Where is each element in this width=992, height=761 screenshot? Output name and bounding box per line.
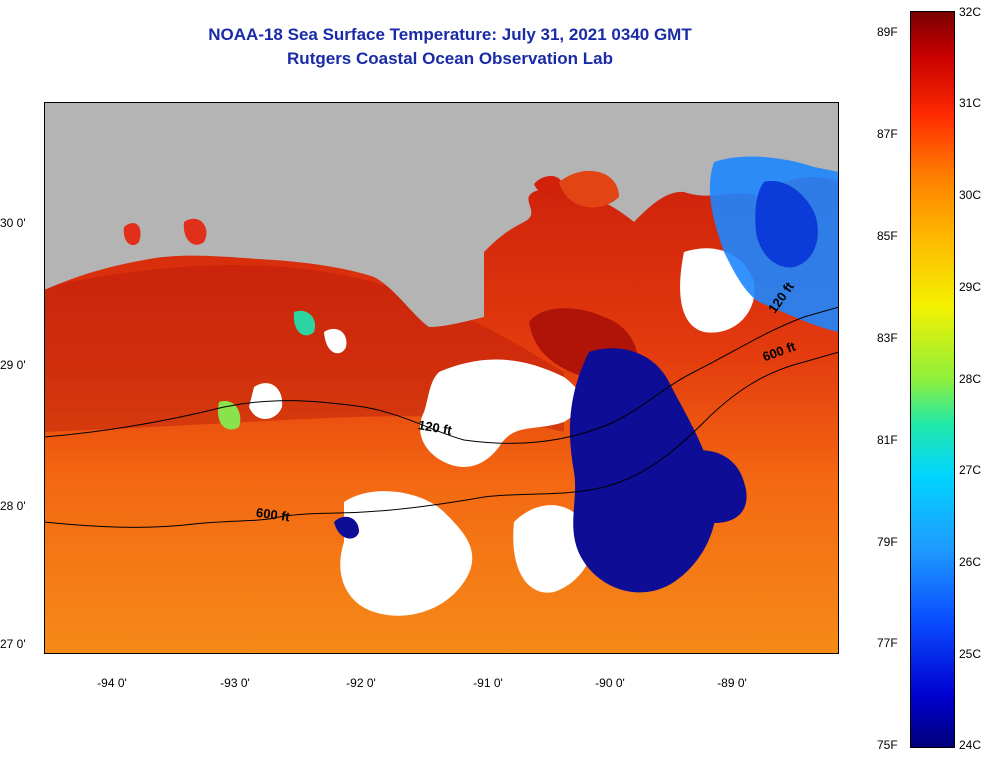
colorbar-f-87: 87F xyxy=(877,127,898,141)
lat-label-29: 29 0' xyxy=(0,358,26,372)
lat-label-30: 30 0' xyxy=(0,216,26,230)
colorbar-f-85: 85F xyxy=(877,229,898,243)
lat-label-28: 28 0' xyxy=(0,499,26,513)
colorbar-c-29: 29C xyxy=(959,280,982,294)
colorbar-f-89: 89F xyxy=(877,25,898,39)
colorbar-c-24: 24C xyxy=(959,738,982,752)
colorbar-c-32: 32C xyxy=(959,5,982,19)
lon-label-93: -93 0' xyxy=(220,676,250,690)
colorbar-c-26: 26C xyxy=(959,555,982,569)
sst-map-image xyxy=(44,102,839,654)
colorbar-f-79: 79F xyxy=(877,535,898,549)
cold-water xyxy=(569,348,717,593)
colorbar-f-75: 75F xyxy=(877,738,898,752)
lon-label-89: -89 0' xyxy=(717,676,747,690)
lat-label-27: 27 0' xyxy=(0,637,26,651)
colorbar-c-31: 31C xyxy=(959,96,982,110)
lon-label-92: -92 0' xyxy=(346,676,376,690)
sst-map xyxy=(44,102,839,654)
colorbar-f-81: 81F xyxy=(877,433,898,447)
colorbar-c-28: 28C xyxy=(959,372,982,386)
lon-label-94: -94 0' xyxy=(97,676,127,690)
lon-label-90: -90 0' xyxy=(595,676,625,690)
temperature-colorbar xyxy=(910,11,955,748)
cloud-area xyxy=(420,359,581,467)
colorbar-c-25: 25C xyxy=(959,647,982,661)
colorbar-c-30: 30C xyxy=(959,188,982,202)
colorbar-c-27: 27C xyxy=(959,463,982,477)
colorbar-f-83: 83F xyxy=(877,331,898,345)
land-mass xyxy=(44,102,839,327)
map-subtitle: Rutgers Coastal Ocean Observation Lab xyxy=(287,49,613,68)
colorbar-f-77: 77F xyxy=(877,636,898,650)
lon-label-91: -91 0' xyxy=(473,676,503,690)
map-title: NOAA-18 Sea Surface Temperature: July 31… xyxy=(208,25,692,44)
